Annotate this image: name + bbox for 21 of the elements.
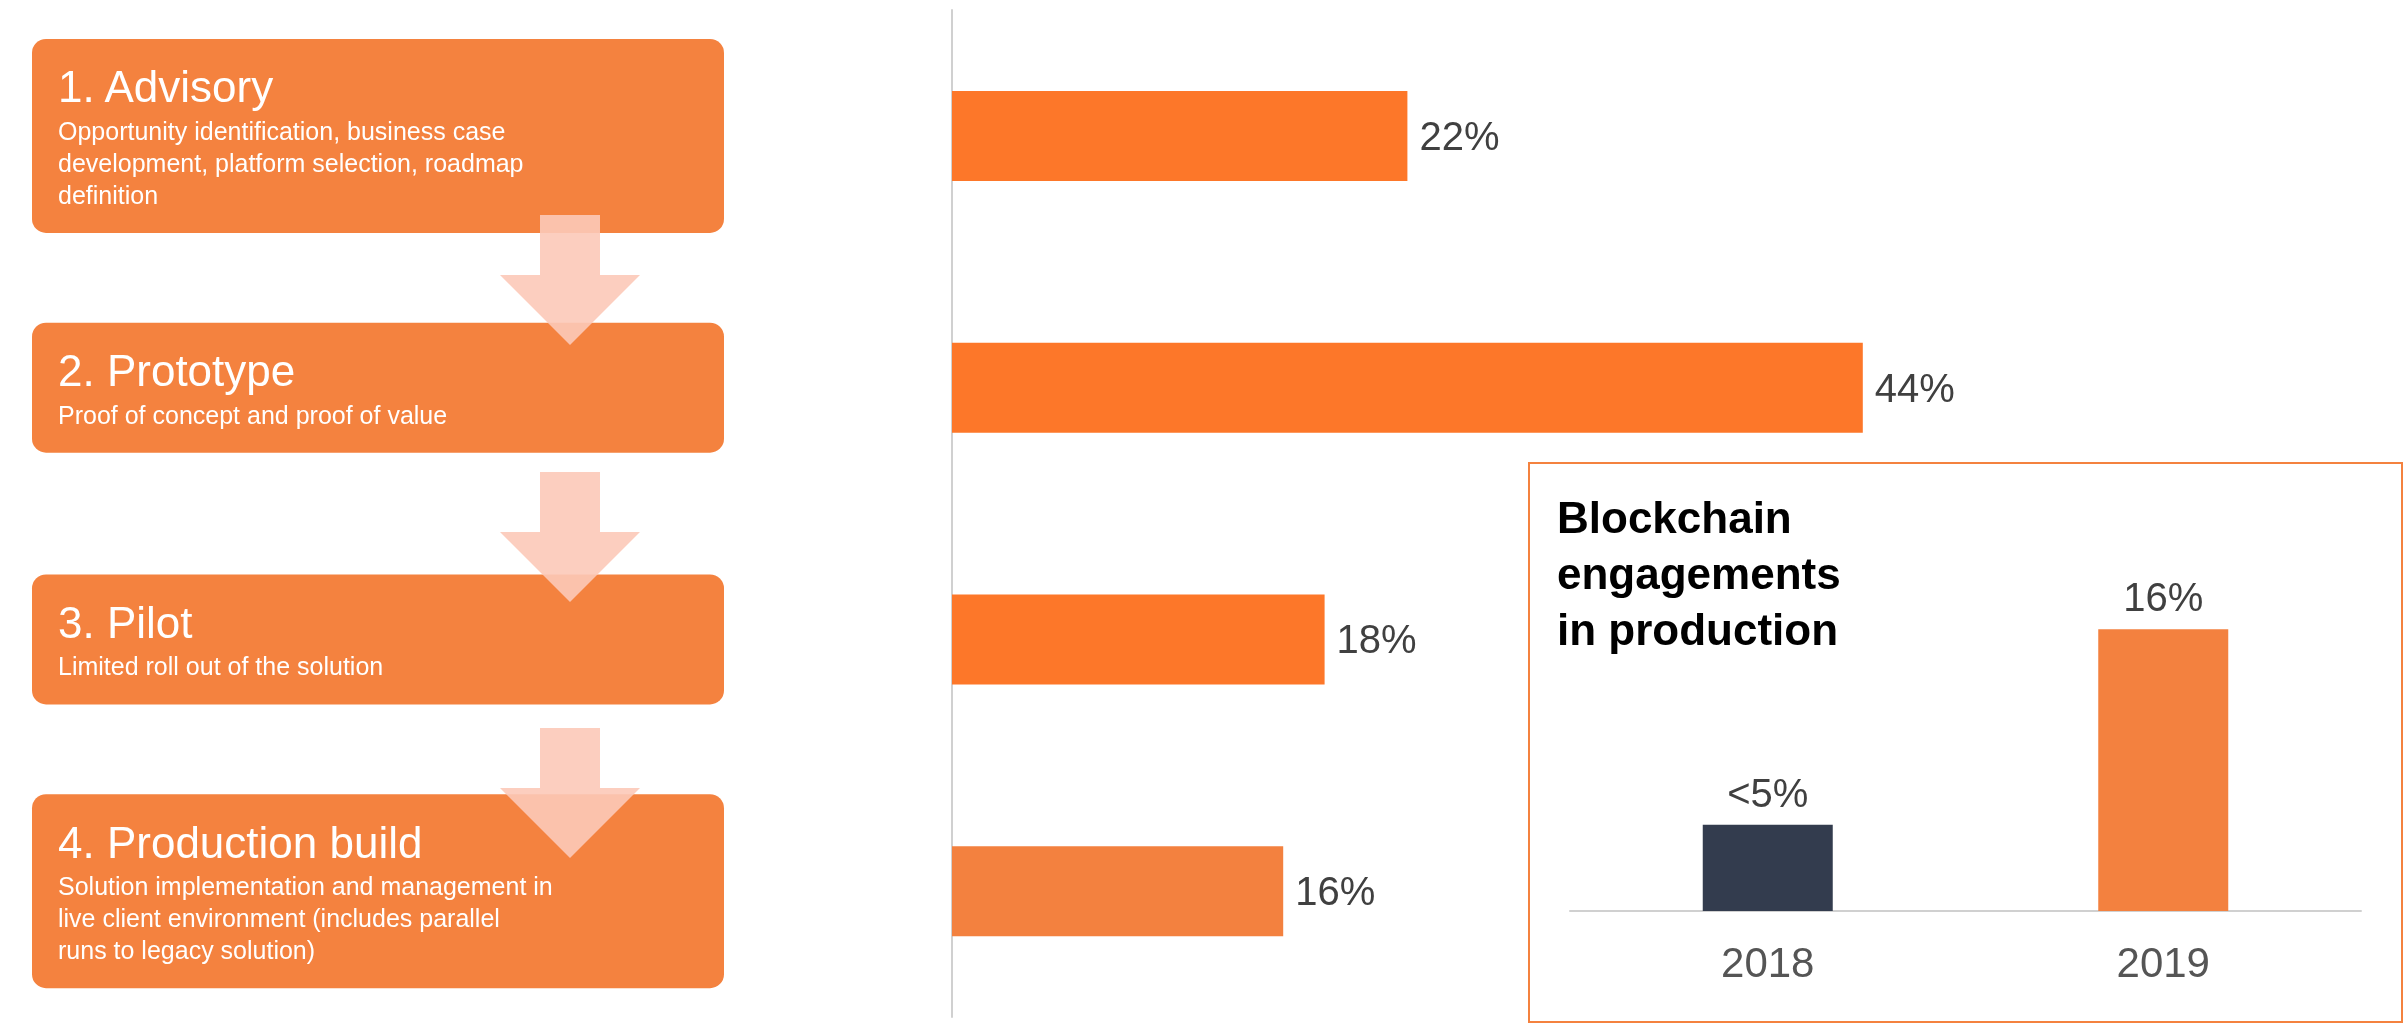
data-label: 18% xyxy=(1336,617,1417,662)
text: Solution implementation and management in live client environment (includes parallel runs to legacy solution) xyxy=(58,872,553,965)
x-tick-label: 2018 xyxy=(1721,938,1815,986)
data-label: 44% xyxy=(1874,365,1955,410)
y-tick-label: 3. Pilot xyxy=(58,597,193,647)
data-label: 16% xyxy=(1295,869,1376,914)
chart-title: Blockchain engagements in production xyxy=(1557,492,1853,654)
text: Limited roll out of the solution xyxy=(58,652,384,681)
bar xyxy=(952,594,1325,685)
bar xyxy=(952,342,1863,433)
y-tick-label: 4. Production build xyxy=(58,817,423,867)
data-label: 16% xyxy=(2123,575,2204,620)
data-label: <5% xyxy=(1727,770,1809,815)
text: Proof of concept and proof of value xyxy=(58,400,448,429)
x-tick-label: 2019 xyxy=(2116,938,2210,986)
y-tick-label: 2. Prototype xyxy=(58,346,296,396)
data-label: 22% xyxy=(1419,113,1500,158)
text: Opportunity identification, business case development, platform selection, roadmap definition xyxy=(58,116,524,209)
y-tick-label: 1. Advisory xyxy=(58,62,274,112)
bar xyxy=(952,846,1284,937)
bar xyxy=(952,90,1408,181)
